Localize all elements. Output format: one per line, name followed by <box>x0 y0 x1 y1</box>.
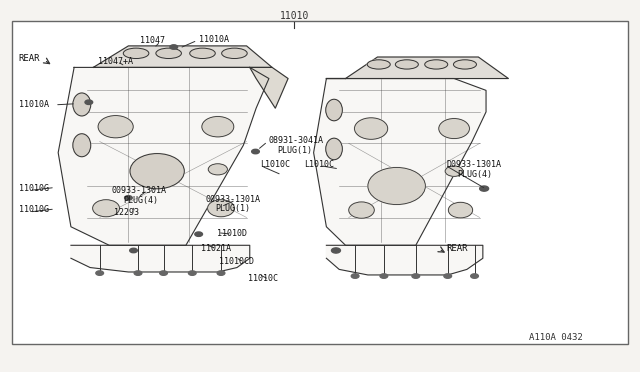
Ellipse shape <box>73 134 91 157</box>
Text: 00933-1301A: 00933-1301A <box>205 195 260 204</box>
Circle shape <box>470 274 478 278</box>
Polygon shape <box>314 78 486 245</box>
Ellipse shape <box>202 116 234 137</box>
Text: PLUG(4): PLUG(4) <box>458 170 492 179</box>
Ellipse shape <box>98 116 133 138</box>
Circle shape <box>96 271 104 275</box>
Ellipse shape <box>425 60 448 69</box>
Ellipse shape <box>396 60 419 69</box>
Text: 08931-3041A: 08931-3041A <box>269 136 324 145</box>
Circle shape <box>160 271 168 275</box>
Ellipse shape <box>208 164 227 175</box>
Polygon shape <box>326 57 508 78</box>
Text: REAR: REAR <box>19 54 40 62</box>
Text: 11047: 11047 <box>140 36 165 45</box>
Text: 11010C: 11010C <box>248 274 278 283</box>
Ellipse shape <box>439 119 469 138</box>
Polygon shape <box>93 46 272 67</box>
Text: 00933-1301A: 00933-1301A <box>112 186 167 195</box>
Ellipse shape <box>221 48 247 58</box>
Text: D0933-1301A: D0933-1301A <box>447 160 502 169</box>
Ellipse shape <box>367 60 390 69</box>
Circle shape <box>134 271 142 275</box>
Bar <box>12 21 628 343</box>
Circle shape <box>351 274 359 278</box>
Circle shape <box>130 248 138 253</box>
Ellipse shape <box>124 48 149 58</box>
Text: 11010A: 11010A <box>199 35 229 44</box>
Ellipse shape <box>326 99 342 121</box>
Circle shape <box>412 274 420 278</box>
Ellipse shape <box>189 48 215 58</box>
Text: 11021A: 11021A <box>201 244 231 253</box>
Text: 11010G: 11010G <box>19 184 49 193</box>
Ellipse shape <box>130 154 184 189</box>
Text: REAR: REAR <box>447 244 468 253</box>
Text: 11010D: 11010D <box>216 229 246 238</box>
Text: 11010G: 11010G <box>19 205 49 214</box>
Circle shape <box>85 100 93 105</box>
Circle shape <box>188 271 196 275</box>
Circle shape <box>170 45 177 49</box>
Text: A110A 0432: A110A 0432 <box>529 333 583 342</box>
Circle shape <box>217 271 225 275</box>
Text: L1010C: L1010C <box>260 160 291 169</box>
Polygon shape <box>250 67 288 108</box>
Text: 11047+A: 11047+A <box>98 57 132 66</box>
Polygon shape <box>326 245 483 275</box>
Text: 11010CD: 11010CD <box>219 257 254 266</box>
Circle shape <box>479 186 488 191</box>
Polygon shape <box>58 67 269 245</box>
Ellipse shape <box>355 118 388 139</box>
Ellipse shape <box>445 166 463 176</box>
Ellipse shape <box>368 167 426 205</box>
Circle shape <box>380 274 388 278</box>
Ellipse shape <box>326 138 342 160</box>
Ellipse shape <box>449 202 472 218</box>
Text: 11010A: 11010A <box>19 100 49 109</box>
Ellipse shape <box>73 93 91 116</box>
Text: 11010: 11010 <box>280 11 309 21</box>
Ellipse shape <box>156 48 181 58</box>
Circle shape <box>252 149 259 154</box>
Circle shape <box>332 248 340 253</box>
Text: 12293: 12293 <box>114 208 139 217</box>
Ellipse shape <box>349 202 374 218</box>
Circle shape <box>125 196 132 200</box>
Polygon shape <box>71 245 250 272</box>
Ellipse shape <box>207 200 234 217</box>
Ellipse shape <box>93 200 120 217</box>
Text: PLUG(4): PLUG(4) <box>124 196 158 205</box>
Circle shape <box>195 232 202 236</box>
Text: PLUG(1): PLUG(1) <box>215 205 250 214</box>
Text: PLUG(1): PLUG(1) <box>277 145 312 154</box>
Ellipse shape <box>454 60 476 69</box>
Circle shape <box>444 274 452 278</box>
Text: L1010C: L1010C <box>304 160 334 169</box>
